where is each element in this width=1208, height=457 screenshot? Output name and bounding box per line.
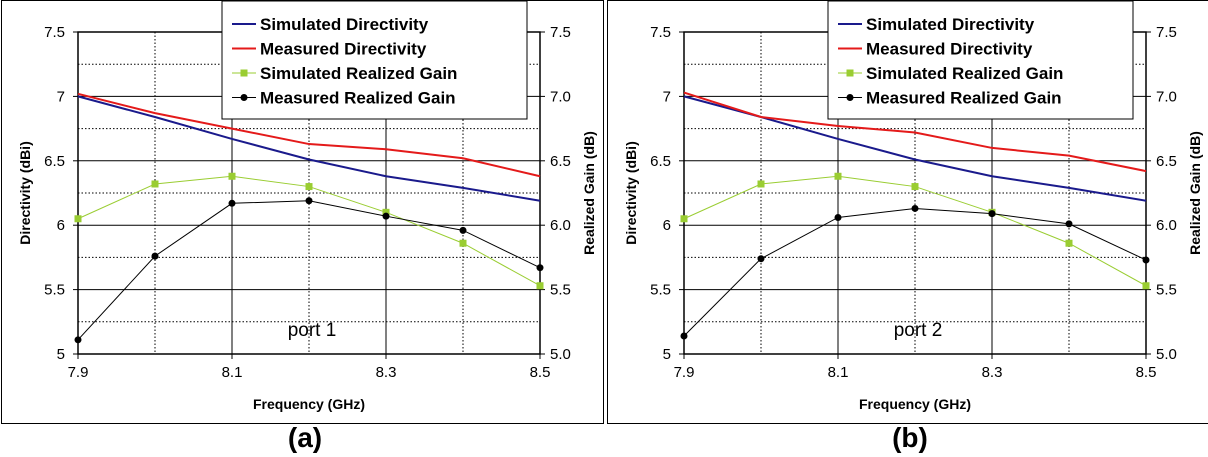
- chart-1-legend-label-1: Measured Directivity: [866, 40, 1033, 59]
- chart-1-ytick-left-label: 6.5: [650, 153, 671, 170]
- chart-0-xtick-label: 8.1: [222, 364, 243, 381]
- chart-0-point-3: [74, 336, 82, 344]
- chart-0-legend-marker-3: [240, 94, 248, 101]
- chart-1-point-3: [757, 255, 765, 263]
- chart-panel-b: 5 5.5 6 6.5 7 7.5 5.0 5.5 6.0 6.5 7.0 7.5 7.9 8.1 8.3 8…: [607, 0, 1208, 424]
- chart-1-ytick-left-label: 5.5: [650, 282, 671, 299]
- chart-0-x-axis-label: Frequency (GHz): [253, 396, 365, 412]
- chart-1-point-3: [911, 204, 919, 212]
- chart-1-xtick-label: 8.3: [982, 364, 1003, 381]
- chart-0-ytick-right-label: 7.5: [550, 24, 571, 41]
- chart-0-point-3: [382, 212, 390, 220]
- chart-1-annotation: port 2: [894, 320, 943, 341]
- chart-0-xtick-label: 7.9: [68, 364, 89, 381]
- chart-1-ytick-left-label: 6: [663, 217, 671, 234]
- chart-0-ytick-right-label: 6.5: [550, 153, 571, 170]
- chart-1-ytick-right-label: 6.0: [1156, 217, 1177, 234]
- chart-0-legend-label-3: Measured Realized Gain: [260, 89, 456, 108]
- chart-0-legend-label-2: Simulated Realized Gain: [260, 64, 457, 83]
- chart-0-legend-box: [221, 1, 528, 120]
- chart-1-ytick-left-label: 5: [663, 346, 671, 363]
- chart-0-series-line-0: [77, 95, 541, 202]
- chart-0-ytick-left-label: 6.5: [44, 153, 65, 170]
- chart-1-point-2: [911, 183, 919, 191]
- chart-1-series-line-1: [683, 91, 1147, 173]
- chart-0-ytick-left-label: 6: [57, 217, 65, 234]
- chart-0-ytick-left-label: 7.5: [44, 24, 65, 41]
- chart-1-xtick-label: 8.5: [1136, 364, 1157, 381]
- chart-1-legend-label-3: Measured Realized Gain: [866, 89, 1062, 108]
- chart-1-legend-label-0: Simulated Directivity: [866, 15, 1035, 34]
- chart-1-y-axis-label: Directivity (dBi): [623, 141, 639, 244]
- chart-1-ytick-right-label: 7.5: [1156, 24, 1177, 41]
- chart-1-xtick-label: 7.9: [674, 364, 695, 381]
- chart-1-y-axis-label-right: Realized Gain (dB): [1187, 131, 1203, 255]
- chart-0-xtick-label: 8.5: [530, 364, 551, 381]
- chart-1-ytick-right-label: 6.5: [1156, 153, 1177, 170]
- chart-0-point-3: [459, 226, 467, 234]
- chart-0-ytick-left-label: 7: [57, 88, 65, 105]
- chart-1-point-2: [834, 172, 842, 180]
- chart-1-ytick-right-label: 5.0: [1156, 346, 1177, 363]
- chart-1-point-3: [680, 332, 688, 340]
- chart-1-ytick-right-label: 7.0: [1156, 88, 1177, 105]
- chart-panel-a: 5 5.5 6 6.5 7 7.5 5.0 5.5 6.0 6.5 7.0 7.5 7.9 8.1 8.3 8…: [1, 0, 604, 424]
- chart-0-point-2: [228, 172, 236, 180]
- chart-0-xtick-label: 8.3: [376, 364, 397, 381]
- chart-0-point-3: [536, 264, 544, 272]
- chart-1-ytick-left-label: 7.5: [650, 24, 671, 41]
- chart-0-point-2: [151, 180, 159, 188]
- chart-0-ytick-right-label: 7.0: [550, 88, 571, 105]
- chart-0-point-2: [536, 282, 544, 290]
- chart-1-x-axis-label: Frequency (GHz): [859, 396, 971, 412]
- chart-1-ytick-right-label: 5.5: [1156, 282, 1177, 299]
- chart-0-point-3: [151, 252, 159, 260]
- chart-0-legend-label-0: Simulated Directivity: [260, 15, 429, 34]
- chart-0-point-2: [305, 183, 313, 191]
- chart-0-point-2: [459, 239, 467, 247]
- chart-1-point-2: [1065, 239, 1073, 247]
- chart-0-ytick-left-label: 5.5: [44, 282, 65, 299]
- chart-1-ytick-left-label: 7: [663, 88, 671, 105]
- chart-0-point-3: [305, 197, 313, 205]
- chart-1-point-2: [1142, 282, 1150, 290]
- chart-1-point-3: [1142, 256, 1150, 264]
- chart-0-series-line-1: [77, 92, 541, 178]
- chart-1-point-2: [680, 215, 688, 223]
- chart-0-annotation: port 1: [288, 320, 337, 341]
- chart-1-xtick-label: 8.1: [828, 364, 849, 381]
- chart-0-y-axis-label: Directivity (dBi): [17, 141, 33, 244]
- chart-0-ytick-left-label: 5: [57, 346, 65, 363]
- chart-b-svg: 5 5.5 6 6.5 7 7.5 5.0 5.5 6.0 6.5 7.0 7.5 7.9 8.1 8.3 8…: [623, 1, 1203, 412]
- chart-0-point-2: [382, 208, 390, 216]
- chart-0-ytick-right-label: 6.0: [550, 217, 571, 234]
- chart-1-legend-marker-2: [846, 69, 854, 77]
- chart-0-point-3: [228, 199, 236, 207]
- chart-1-point-3: [988, 210, 996, 218]
- chart-1-point-2: [757, 180, 765, 188]
- chart-1-legend-marker-3: [846, 94, 854, 101]
- chart-1-legend-box: [827, 1, 1134, 120]
- chart-0-point-2: [74, 215, 82, 223]
- chart-1-point-3: [834, 213, 842, 221]
- chart-0-ytick-right-label: 5.0: [550, 346, 571, 363]
- chart-1-legend-label-2: Simulated Realized Gain: [866, 64, 1063, 83]
- chart-0-ytick-right-label: 5.5: [550, 282, 571, 299]
- chart-0-legend-label-1: Measured Directivity: [260, 40, 427, 59]
- chart-a-svg: 5 5.5 6 6.5 7 7.5 5.0 5.5 6.0 6.5 7.0 7.5 7.9 8.1 8.3 8…: [17, 1, 597, 412]
- chart-0-legend-marker-2: [240, 69, 248, 77]
- chart-1-point-3: [1065, 220, 1073, 228]
- panel-caption-a: (a): [287, 422, 323, 453]
- chart-0-y-axis-label-right: Realized Gain (dB): [581, 131, 597, 255]
- panel-caption-b: (b): [892, 422, 928, 453]
